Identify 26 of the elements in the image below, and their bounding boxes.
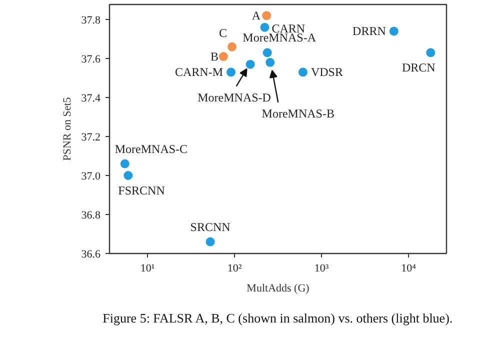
x-tick-label: 10¹ [140, 262, 155, 274]
annotation: CARN-M [174, 65, 224, 80]
annotation: VDSR [310, 65, 343, 80]
y-tick-label: 36.8 [81, 210, 101, 222]
x-tick-label: 10² [227, 262, 242, 274]
x-tick-label: 10³ [314, 262, 330, 274]
annotation: DRCN [402, 60, 436, 75]
y-axis-title: PSNR on Set5 [61, 96, 74, 161]
x-axis-title: MultAdds (G) [246, 282, 310, 294]
annotation: C [219, 26, 228, 40]
annotation: B [210, 50, 218, 64]
annotation: MoreMNAS-C [114, 142, 188, 156]
y-tick-label: 37.0 [81, 170, 101, 183]
y-tick-label: 37.6 [81, 54, 101, 66]
y-tick-label: 37.8 [81, 14, 101, 27]
annotation: DRRN [352, 24, 386, 38]
x-tick-label: 10⁴ [401, 262, 416, 274]
y-tick-label: 37.4 [81, 92, 101, 105]
annotation: SRCNN [190, 220, 231, 234]
y-tick-label: 37.2 [81, 132, 100, 144]
annotation: MoreMNAS-D [198, 90, 272, 104]
caption: Figure 5: FALSR A, B, C (shown in salmon) vs. others (light blue). [102, 310, 453, 326]
annotation: FSRCNN [118, 184, 166, 198]
annotation: A [252, 8, 261, 23]
y-tick-label: 36.6 [81, 248, 101, 260]
annotation: MoreMNAS-B [262, 106, 334, 120]
